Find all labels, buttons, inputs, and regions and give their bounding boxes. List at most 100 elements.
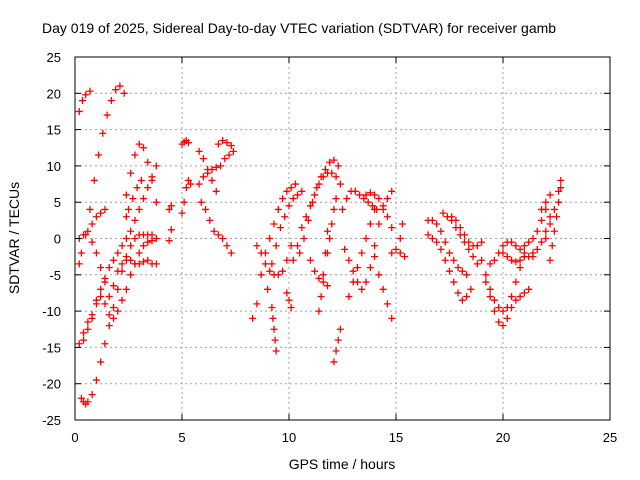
data-point	[84, 325, 92, 333]
data-point	[219, 136, 227, 144]
data-point	[529, 249, 537, 257]
data-point	[304, 216, 312, 224]
y-tick-label: 15	[47, 123, 61, 138]
data-point	[229, 147, 237, 155]
data-point	[289, 256, 297, 264]
data-point	[135, 249, 143, 257]
data-point	[428, 235, 436, 242]
data-point	[362, 278, 370, 286]
data-point	[324, 227, 332, 235]
data-point	[137, 176, 145, 184]
data-point	[101, 205, 109, 213]
data-point	[463, 293, 471, 301]
data-point	[533, 245, 541, 253]
data-point	[257, 249, 265, 257]
x-axis-label: GPS time / hours	[289, 456, 396, 472]
data-point	[478, 256, 486, 264]
data-point	[214, 140, 222, 148]
data-point	[180, 198, 188, 206]
data-point	[127, 169, 135, 177]
data-point	[285, 296, 293, 304]
data-point	[379, 202, 387, 210]
data-point	[332, 347, 340, 355]
data-point	[187, 180, 195, 188]
data-point	[456, 224, 464, 232]
data-point	[298, 224, 306, 232]
data-point	[371, 242, 379, 250]
data-point	[114, 307, 122, 315]
data-point	[321, 166, 329, 174]
data-point	[336, 180, 344, 188]
data-point	[396, 235, 404, 242]
data-point	[366, 220, 374, 228]
data-point	[75, 260, 83, 268]
y-tick-label: -20	[42, 377, 61, 392]
data-point	[88, 391, 96, 399]
data-point	[249, 314, 257, 322]
data-point	[118, 242, 126, 250]
data-point	[116, 82, 124, 90]
data-point	[131, 216, 139, 224]
data-point	[97, 209, 105, 217]
data-point	[152, 162, 160, 170]
data-point	[227, 142, 235, 150]
data-point	[92, 296, 100, 304]
data-point	[110, 303, 118, 311]
data-point	[144, 256, 152, 264]
data-point	[298, 187, 306, 195]
data-point	[371, 205, 379, 213]
y-tick-label: 5	[54, 195, 61, 210]
data-point	[332, 173, 340, 181]
data-point	[520, 242, 528, 250]
data-point	[332, 195, 340, 203]
data-point	[388, 187, 396, 195]
data-point	[508, 256, 516, 264]
data-point	[520, 253, 528, 261]
data-point	[525, 238, 533, 246]
data-point	[482, 271, 490, 279]
data-point	[77, 249, 85, 257]
data-point	[210, 227, 218, 235]
data-point	[287, 184, 295, 192]
data-point	[92, 249, 100, 257]
data-point	[383, 213, 391, 221]
data-point	[358, 249, 366, 257]
data-point	[84, 227, 92, 235]
data-point	[473, 260, 481, 268]
x-tick-labels: 0 5 10 15 20 25	[71, 430, 617, 445]
data-point	[334, 162, 342, 170]
data-point	[80, 336, 88, 344]
data-point	[446, 267, 453, 275]
data-point	[317, 173, 325, 181]
data-point	[330, 358, 338, 366]
data-point	[302, 213, 310, 221]
data-point	[538, 238, 546, 246]
y-axis-label: SDTVAR / TECUs	[6, 182, 22, 294]
data-point	[114, 267, 122, 275]
data-point	[300, 235, 308, 242]
data-point	[441, 238, 449, 246]
data-point	[364, 198, 372, 206]
data-point	[437, 245, 445, 253]
data-point	[371, 253, 379, 261]
data-point	[225, 151, 233, 159]
data-point	[107, 97, 115, 105]
data-point	[84, 318, 92, 326]
data-point	[542, 235, 550, 242]
data-point	[499, 249, 507, 257]
data-point	[360, 195, 368, 203]
data-point	[78, 97, 86, 105]
data-point	[182, 184, 190, 192]
data-point	[135, 140, 143, 148]
data-point	[131, 235, 139, 242]
data-point	[458, 267, 466, 275]
data-point	[112, 86, 120, 94]
data-point	[110, 256, 118, 264]
data-point	[135, 205, 143, 213]
data-point	[223, 139, 231, 147]
y-tick-label: -5	[49, 268, 61, 283]
data-points	[75, 82, 565, 408]
data-point	[383, 300, 391, 308]
data-point	[503, 253, 511, 261]
data-point	[490, 307, 498, 315]
